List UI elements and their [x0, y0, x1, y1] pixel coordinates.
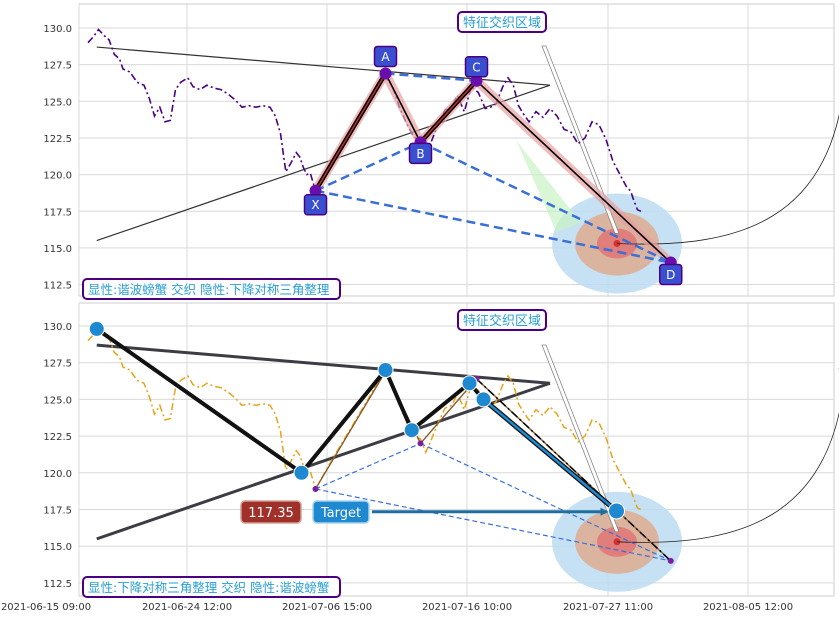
pattern-label-box — [659, 263, 683, 286]
y-tick-label: 120.0 — [43, 171, 72, 182]
harmonic-point — [312, 485, 319, 492]
pattern-label-box — [303, 193, 328, 216]
zigzag-node — [608, 502, 625, 520]
x-tick-label: 2021-06-24 12:00 — [142, 602, 232, 613]
y-tick-label: 112.5 — [43, 281, 72, 292]
y-tick-label: 125.0 — [43, 97, 72, 108]
y-tick-label: 127.5 — [43, 61, 72, 72]
pattern-leg-inner — [314, 73, 387, 192]
pattern-dashed-link — [315, 189, 671, 264]
y-tick-label: 122.5 — [43, 134, 72, 145]
harmonic-leg — [314, 371, 387, 490]
zigzag-leg — [410, 381, 471, 432]
zone-pointer — [541, 45, 620, 234]
harmonic-dashed-link — [315, 488, 671, 562]
pattern-label-b: B — [416, 147, 424, 161]
zigzag-node — [88, 320, 105, 337]
top-zone-label-box: 特征交织区域 — [457, 11, 547, 33]
bottom-panel: 112.5 115.0 117.5 120.0 122.5 125.0 127.5 130.0 — [43, 302, 839, 597]
pattern-point-c — [470, 74, 483, 87]
pattern-wedge — [516, 140, 581, 233]
harmonic-point — [667, 557, 674, 564]
pattern-label-c: C — [472, 60, 480, 74]
target-arrow-head — [600, 507, 609, 516]
harmonic-point — [417, 440, 424, 447]
x-tick-label: 2021-07-16 10:00 — [422, 602, 512, 613]
bottom-zone-label-box: 特征交织区域 — [457, 309, 547, 331]
x-tick-label: 2021-06-15 09:00 — [1, 602, 91, 613]
zigzag-node — [403, 422, 420, 439]
y-tick-label: 117.5 — [43, 506, 72, 517]
top-panel: 112.5 115.0 117.5 120.0 122.5 125.0 127.5 130.0… — [43, 3, 839, 297]
top-legend-box: 显性:谐波螃蟹 交织 隐性:下降对称三角整理 — [82, 278, 341, 300]
x-axis: 2021-06-15 09:00 2021-06-24 12:00 2021-07-… — [1, 602, 793, 613]
x-tick-label: 2021-08-05 12:00 — [703, 602, 793, 613]
y-tick-label: 125.0 — [43, 395, 72, 406]
harmonic-cd-dashdot — [475, 378, 672, 562]
bottom-legend-text: 显性:下降对称三角整理 交织 隐性:谐波螃蟹 — [88, 580, 329, 595]
zone-pointer — [541, 344, 620, 533]
y-tick-label: 117.5 — [43, 207, 72, 218]
bottom-zone-label: 特征交织区域 — [463, 313, 541, 329]
zigzag-leg — [299, 368, 388, 475]
pattern-point-x — [309, 184, 322, 197]
pattern-dashed-link — [314, 141, 422, 192]
pattern-dashed-link — [419, 141, 672, 264]
harmonic-dashed-link — [420, 442, 672, 562]
projection-arc — [616, 113, 839, 245]
triangle-lower-line — [96, 84, 551, 242]
plot-frame — [78, 3, 835, 297]
triangle-lower-line — [96, 381, 551, 541]
top-zone-label: 特征交织区域 — [463, 15, 541, 31]
zigzag-leg — [383, 369, 414, 432]
zigzag-leg — [95, 327, 303, 475]
y-tick-label: 130.0 — [43, 24, 72, 35]
projection-arc — [616, 411, 839, 543]
bottom-legend-box: 显性:下降对称三角整理 交织 隐性:谐波螃蟹 — [82, 576, 341, 598]
pattern-leg — [475, 80, 672, 264]
zigzag-last-leg — [482, 398, 618, 512]
y-tick-label: 112.5 — [43, 579, 72, 590]
pattern-label-box — [408, 142, 433, 165]
pattern-leg — [384, 73, 422, 143]
zigzag-node — [293, 464, 310, 481]
pattern-label-x: X — [311, 198, 319, 212]
target-label-badge: Target — [312, 500, 370, 524]
zigzag-node — [461, 375, 478, 392]
zigzag-node — [475, 391, 492, 408]
harmonic-dashed-link — [315, 442, 421, 490]
pattern-label-d: D — [666, 268, 675, 282]
top-legend-text: 显性:谐波螃蟹 交织 隐性:下降对称三角整理 — [88, 282, 330, 297]
x-tick-label: 2021-07-06 15:00 — [282, 602, 372, 613]
y-tick-label: 122.5 — [43, 432, 72, 443]
pattern-dashed-link — [385, 72, 477, 83]
target-value-badge: 117.35 — [240, 500, 302, 524]
pattern-label-a: A — [381, 50, 390, 64]
plot-frame — [78, 302, 835, 597]
zigzag-node — [377, 362, 394, 379]
y-tick-label: 127.5 — [43, 359, 72, 370]
y-tick-label: 115.0 — [43, 244, 72, 255]
y-tick-label: 115.0 — [43, 542, 72, 553]
target-value-text: 117.35 — [248, 506, 294, 521]
pattern-label-box — [373, 45, 398, 68]
price-series-line — [87, 326, 642, 511]
pattern-label-box — [464, 56, 489, 78]
pattern-point-a — [379, 67, 392, 80]
y-tick-label: 120.0 — [43, 469, 72, 480]
pattern-leg-inner — [419, 80, 478, 143]
y-tick-label: 130.0 — [43, 322, 72, 333]
x-tick-label: 2021-07-27 11:00 — [563, 602, 653, 613]
target-label-text: Target — [320, 506, 361, 521]
